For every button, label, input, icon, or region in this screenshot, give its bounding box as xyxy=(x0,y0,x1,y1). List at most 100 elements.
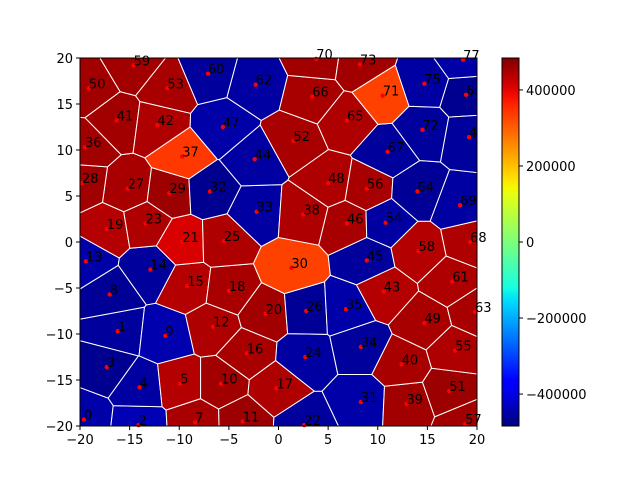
site-point xyxy=(104,226,109,232)
colorbar-tick-label: 200000 xyxy=(526,160,576,175)
site-label: 16 xyxy=(247,342,264,357)
site-point xyxy=(420,127,425,132)
site-label: 15 xyxy=(187,275,204,290)
site-label: 6 xyxy=(466,84,474,99)
site-point xyxy=(254,209,259,214)
site-point xyxy=(253,82,258,87)
site-point xyxy=(304,308,309,314)
site-label: 61 xyxy=(452,271,469,286)
y-tick-label: −20 xyxy=(46,420,73,435)
site-point xyxy=(244,351,249,356)
y-tick-label: −10 xyxy=(46,328,73,343)
site-label: 37 xyxy=(182,145,199,160)
y-tick-label: 5 xyxy=(65,190,73,205)
site-label: 68 xyxy=(470,231,487,246)
x-tick-label: 10 xyxy=(369,433,386,448)
site-label: 69 xyxy=(460,194,477,209)
site-point xyxy=(380,93,385,98)
site-label: 49 xyxy=(424,312,441,327)
site-label: 13 xyxy=(86,250,103,265)
site-label: 64 xyxy=(417,180,434,195)
x-tick-label: 5 xyxy=(324,433,332,448)
site-point xyxy=(452,348,458,353)
site-point xyxy=(422,81,427,86)
site-point xyxy=(303,354,308,360)
x-tick-label: 20 xyxy=(469,433,486,448)
site-point xyxy=(240,419,245,424)
site-point xyxy=(472,309,478,315)
site-point xyxy=(163,333,168,339)
site-point xyxy=(462,421,468,427)
site-point xyxy=(104,364,109,370)
site-label: 34 xyxy=(361,336,378,351)
site-label: 19 xyxy=(107,218,124,233)
site-label: 0 xyxy=(84,409,92,424)
site-point xyxy=(221,238,227,244)
site-label: 66 xyxy=(312,86,329,101)
colorbar xyxy=(501,57,520,427)
site-point xyxy=(404,401,409,407)
site-label: 54 xyxy=(386,212,403,227)
site-label: 52 xyxy=(293,130,310,145)
site-label: 1 xyxy=(118,320,126,335)
site-point xyxy=(107,292,112,297)
site-label: 63 xyxy=(475,301,492,316)
site-point xyxy=(460,57,466,63)
site-point xyxy=(83,259,89,264)
site-label: 38 xyxy=(303,203,320,218)
site-point xyxy=(86,86,92,91)
site-label: 51 xyxy=(449,380,466,395)
site-label: 10 xyxy=(221,373,238,388)
x-tick-label: −15 xyxy=(116,433,143,448)
site-label: 20 xyxy=(266,303,283,318)
site-label: 29 xyxy=(169,182,186,197)
site-point xyxy=(226,288,232,293)
site-label: 40 xyxy=(402,353,419,368)
colorbar-tick-label: 0 xyxy=(526,236,534,251)
site-label: 70 xyxy=(316,48,333,63)
site-label: 25 xyxy=(224,230,241,245)
site-point xyxy=(289,265,294,270)
site-point xyxy=(399,362,404,367)
site-label: 53 xyxy=(167,77,184,92)
y-tick-label: −5 xyxy=(54,282,73,297)
site-point xyxy=(344,221,350,226)
site-label: 39 xyxy=(407,393,424,408)
site-label: 2 xyxy=(139,414,147,429)
site-point xyxy=(381,289,386,294)
site-label: 75 xyxy=(424,73,441,88)
site-label: 47 xyxy=(223,116,240,131)
site-point xyxy=(148,267,153,272)
site-point xyxy=(466,134,472,140)
site-point xyxy=(364,186,370,191)
site-label: 35 xyxy=(346,298,363,313)
site-label: 32 xyxy=(210,180,227,195)
y-tick-label: 20 xyxy=(56,52,73,67)
site-label: 8 xyxy=(110,283,118,298)
y-tick-label: 15 xyxy=(56,98,73,113)
site-label: 41 xyxy=(117,110,134,125)
site-label: 62 xyxy=(256,74,273,89)
site-point xyxy=(344,118,350,123)
site-point xyxy=(252,157,257,162)
site-label: 71 xyxy=(383,85,400,100)
site-label: 48 xyxy=(328,172,345,187)
site-label: 22 xyxy=(304,414,321,429)
site-label: 55 xyxy=(455,340,472,355)
site-label: 24 xyxy=(305,346,322,361)
site-label: 27 xyxy=(128,178,145,193)
site-point xyxy=(463,92,469,98)
site-point xyxy=(343,306,349,312)
site-point xyxy=(385,149,390,155)
site-point xyxy=(416,249,421,254)
site-point xyxy=(180,239,185,245)
site-point xyxy=(467,239,473,245)
site-point xyxy=(383,220,388,225)
site-label: 3 xyxy=(107,356,115,371)
y-tick-label: 0 xyxy=(65,236,73,251)
site-point xyxy=(274,386,279,391)
site-label: 59 xyxy=(134,54,151,69)
site-point xyxy=(137,385,142,390)
site-point xyxy=(178,381,183,386)
